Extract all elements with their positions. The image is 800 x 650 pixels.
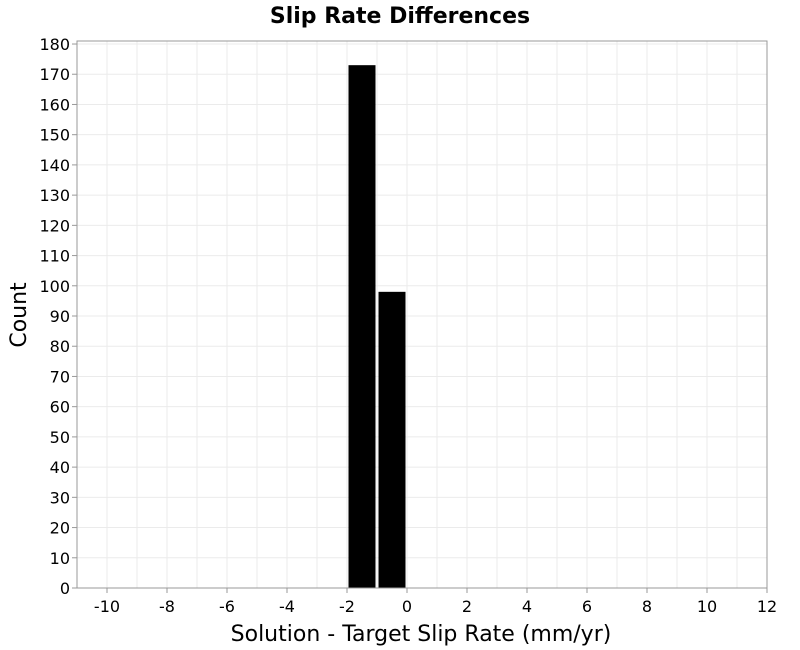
y-tick-label: 120 bbox=[39, 216, 70, 235]
y-tick-label: 100 bbox=[39, 277, 70, 296]
y-tick-label: 130 bbox=[39, 186, 70, 205]
y-tick-label: 40 bbox=[50, 458, 70, 477]
histogram-bar bbox=[378, 291, 406, 588]
y-tick-label: 0 bbox=[60, 579, 70, 598]
x-axis-tick-labels: -10 -8 -6 -4 -2 0 2 4 6 8 10 12 bbox=[94, 597, 777, 616]
x-tick-label: 12 bbox=[757, 597, 777, 616]
axis-ticks bbox=[72, 43, 768, 593]
x-tick-label: 8 bbox=[642, 597, 652, 616]
y-tick-label: 170 bbox=[39, 65, 70, 84]
y-axis-label: Count bbox=[7, 282, 32, 348]
x-tick-label: -4 bbox=[279, 597, 295, 616]
y-tick-label: 30 bbox=[50, 488, 70, 507]
chart-title: Slip Rate Differences bbox=[270, 4, 530, 29]
x-axis-label: Solution - Target Slip Rate (mm/yr) bbox=[231, 622, 612, 647]
x-tick-label: -10 bbox=[94, 597, 120, 616]
y-tick-label: 160 bbox=[39, 95, 70, 114]
bars bbox=[348, 65, 406, 588]
x-tick-label: 10 bbox=[697, 597, 717, 616]
histogram-bar bbox=[348, 65, 376, 588]
x-tick-label: 4 bbox=[522, 597, 532, 616]
x-tick-label: 2 bbox=[462, 597, 472, 616]
y-tick-label: 140 bbox=[39, 156, 70, 175]
y-tick-label: 70 bbox=[50, 367, 70, 386]
x-tick-label: -2 bbox=[339, 597, 355, 616]
x-tick-label: -6 bbox=[219, 597, 235, 616]
y-axis-tick-labels: 0 10 20 30 40 50 60 70 80 90 100 110 120 130 140 150 160… bbox=[39, 35, 70, 598]
x-tick-label: -8 bbox=[159, 597, 175, 616]
y-tick-label: 90 bbox=[50, 307, 70, 326]
plot-area-frame bbox=[76, 40, 768, 589]
y-tick-label: 10 bbox=[50, 549, 70, 568]
y-tick-label: 80 bbox=[50, 337, 70, 356]
y-tick-label: 150 bbox=[39, 126, 70, 145]
y-tick-label: 50 bbox=[50, 428, 70, 447]
y-tick-label: 60 bbox=[50, 398, 70, 417]
x-tick-label: 6 bbox=[582, 597, 592, 616]
y-tick-label: 110 bbox=[39, 247, 70, 266]
x-tick-label: 0 bbox=[402, 597, 412, 616]
y-tick-label: 20 bbox=[50, 519, 70, 538]
y-tick-label: 180 bbox=[39, 35, 70, 54]
grid-lines bbox=[76, 41, 768, 589]
